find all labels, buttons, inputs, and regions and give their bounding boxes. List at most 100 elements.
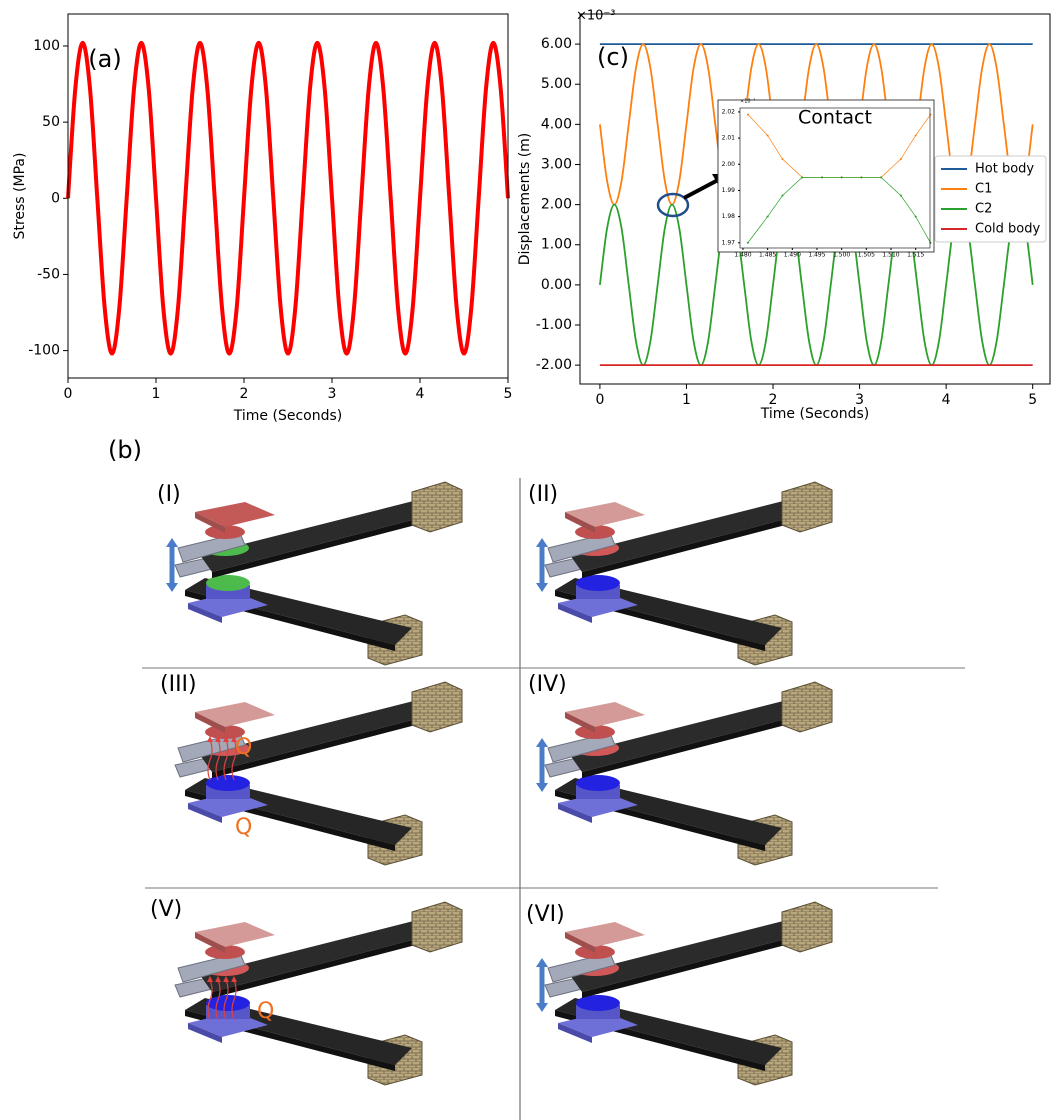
axis-scale-label: ×10⁻³: [740, 99, 755, 105]
x-tick-label: 3: [855, 392, 864, 408]
zoom-arrow: [683, 178, 719, 200]
heat-arrow: [223, 979, 229, 1021]
hot-plate: [565, 502, 645, 527]
contact-disc: [576, 995, 620, 1011]
cold-plate-side: [558, 1023, 592, 1043]
data-point: [840, 176, 843, 179]
wall: [781, 901, 833, 953]
heat-arrow: [215, 739, 221, 781]
x-tick-label: 5: [1028, 392, 1037, 408]
contact-disc: [576, 775, 620, 791]
y-tick-label: 2.02: [722, 108, 736, 115]
beam: [570, 493, 828, 572]
y-tick-label: 100: [33, 38, 60, 54]
data-point: [746, 241, 749, 244]
y-tick-label: -100: [28, 343, 60, 359]
y-tick-label: -1.00: [536, 317, 572, 333]
y-tick-label: -50: [37, 266, 60, 282]
panel-label: (c): [597, 43, 629, 71]
plot-frame: [579, 13, 1051, 385]
hot-plate-side: [195, 932, 225, 953]
contact-disc: [206, 575, 250, 591]
heat-arrow: [223, 739, 229, 781]
data-point: [899, 194, 902, 197]
motion-arrow-head: [166, 538, 178, 547]
heat-arrow: [207, 979, 213, 1021]
x-tick-label: 1.505: [858, 251, 875, 258]
y-tick-label: 50: [42, 114, 60, 130]
x-tick-label: 1.495: [808, 251, 825, 258]
diagram: [142, 478, 965, 1120]
x-tick-label: 1: [152, 386, 161, 402]
motion-arrow-head: [536, 738, 548, 747]
heat-arrow-head: [231, 736, 237, 742]
x-tick-label: 3: [328, 386, 337, 402]
axis-scale-label: ×10⁻³: [576, 9, 616, 24]
data-point: [820, 176, 823, 179]
panel: [166, 481, 463, 666]
x-tick-label: 5: [504, 386, 513, 402]
x-tick-label: 1.515: [907, 251, 924, 258]
x-tick-label: 1.480: [734, 251, 751, 258]
diagram-labels: (b) (I) (II) (III) (IV) (V) (VI) Q Q Q: [108, 436, 567, 1024]
y-tick-label: -2.00: [536, 357, 572, 373]
hot-plate: [565, 702, 645, 727]
legend-label: Cold body: [975, 222, 1040, 237]
plot-frame: [739, 107, 931, 249]
wall: [411, 481, 463, 533]
panel-label: (III): [160, 672, 197, 697]
y-tick-label: 1.98: [722, 213, 736, 220]
heat-label: Q: [235, 735, 252, 760]
heat-arrow-head: [231, 976, 237, 982]
panel-label: (I): [157, 482, 181, 507]
cold-plate-side: [558, 803, 592, 823]
panel-label: (a): [88, 45, 121, 73]
data-point: [880, 176, 883, 179]
legend-label: C2: [975, 202, 992, 217]
cold-plate-side: [188, 803, 222, 823]
cold-plate-side: [188, 1023, 222, 1043]
data-point: [860, 176, 863, 179]
data-point: [781, 194, 784, 197]
heat-arrow: [231, 979, 237, 1021]
x-axis-label: Time (Seconds): [760, 406, 869, 422]
data-point: [746, 113, 749, 116]
x-tick-label: 4: [416, 386, 425, 402]
x-tick-label: 1.485: [759, 251, 776, 258]
x-tick-label: 4: [942, 392, 951, 408]
panel: [174, 681, 463, 866]
panel-label: (II): [528, 482, 558, 507]
x-tick-label: 2: [769, 392, 778, 408]
x-tick-label: 0: [64, 386, 73, 402]
x-tick-label: 2: [240, 386, 249, 402]
plot-frame: [67, 13, 509, 379]
chart: 1.480 1.485 1.490 1.495 1.500 1.505 1.510 1.515…: [717, 99, 935, 258]
data-point: [766, 215, 769, 218]
data-point: [899, 158, 902, 161]
heat-arrow-head: [223, 976, 229, 982]
y-axis-label: Stress (MPa): [12, 153, 28, 240]
heat-arrow: [231, 739, 237, 781]
heat-label: Q: [235, 815, 252, 840]
heat-arrow: [215, 979, 221, 1021]
panel-label: (VI): [526, 902, 565, 927]
panel-label: (IV): [528, 672, 567, 697]
x-tick-label: 1.490: [784, 251, 801, 258]
chart: 0 1 2 3 4 5 -2.00 -1.00 0.00 1.00 2.00 3.00 4.00 5.00…: [517, 9, 1051, 422]
hot-plate: [195, 502, 275, 527]
wall: [411, 901, 463, 953]
beam-edge: [582, 928, 828, 998]
data-point: [914, 134, 917, 137]
data-point: [781, 158, 784, 161]
chart: 0 1 2 3 4 5 -100 -50 0 50 100 Time (Seconds) Stress …: [12, 13, 513, 424]
heat-arrow-head: [207, 736, 213, 742]
legend-box: [934, 155, 1047, 243]
y-tick-label: 5.00: [541, 76, 572, 92]
y-tick-label: 1.99: [722, 187, 736, 194]
motion-arrow-head: [536, 783, 548, 792]
wall: [781, 481, 833, 533]
beam-edge: [582, 508, 828, 578]
data-line: [66, 40, 510, 356]
panel: [174, 901, 463, 1086]
